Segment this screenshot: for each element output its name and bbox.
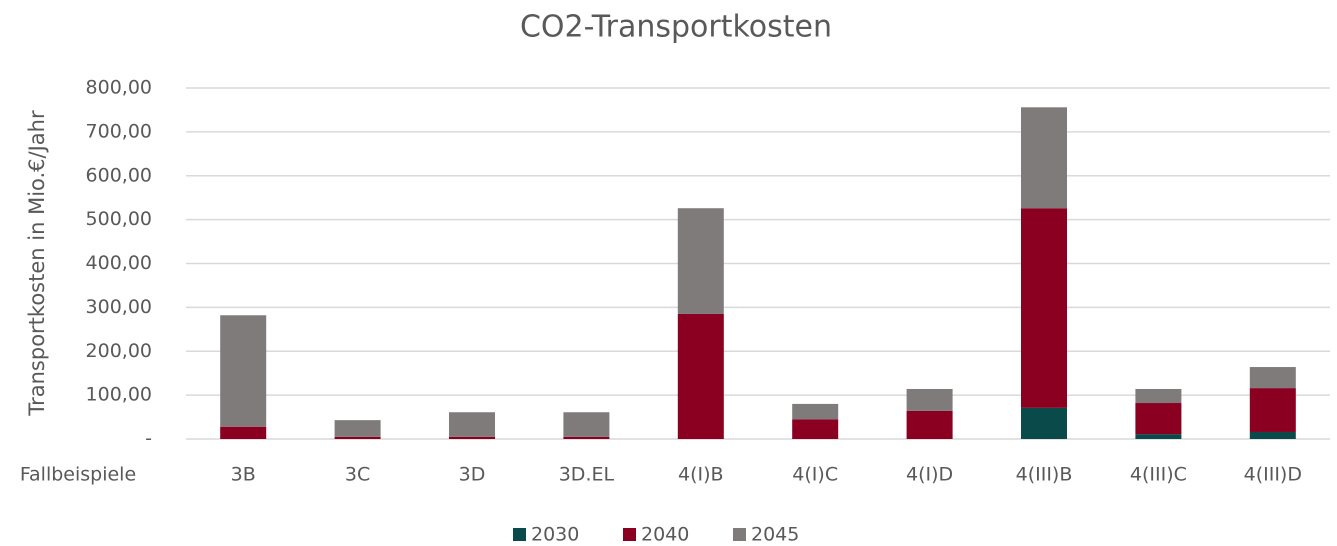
bar-segment [906,388,953,411]
y-axis-label: Transportkosten in Mio.€/Jahr [25,110,49,417]
bar-segment [449,412,495,437]
y-tick-label: 500,00 [86,208,152,230]
bar-segment [1135,434,1182,439]
bar-segment [792,419,839,439]
bar-segment [1135,388,1182,404]
bar-segment [677,208,724,314]
y-tick-label: 800,00 [86,77,152,99]
bar-segment [792,403,839,420]
y-tick-label: 100,00 [86,384,152,406]
y-tick-label: 600,00 [86,164,152,186]
y-tick-label: 700,00 [86,120,152,142]
bar-segment [1249,388,1296,432]
bar-segment [334,436,381,439]
x-tick-label: 3D [459,464,486,486]
x-tick-label: 4(I)B [678,464,724,486]
x-tick-label: 3C [345,464,370,486]
y-tick-label: 200,00 [86,340,152,362]
y-tick-label: 400,00 [86,252,152,274]
x-axis-label: Fallbeispiele [20,464,136,486]
bar-segment [220,315,267,427]
bar-segment [563,436,610,439]
y-tick-label: - [145,428,152,450]
bar-segment [1021,107,1067,209]
x-tick-label: 4(III)D [1244,464,1302,486]
bar-segment [334,420,381,437]
x-tick-label: 4(III)B [1016,464,1073,486]
bar-segment [220,426,267,439]
bar-segment [1249,367,1296,389]
chart-title: CO2-Transportkosten [520,10,832,45]
legend-label: 2040 [641,524,689,546]
bar-segment [1249,431,1296,439]
bar-segment [563,412,610,437]
x-tick-label: 4(I)D [906,464,953,486]
bar-segment [449,436,495,439]
x-tick-label: 4(I)C [792,464,838,486]
x-tick-label: 3D.EL [559,464,615,486]
legend-swatch [733,528,746,541]
legend-label: 2045 [751,524,799,546]
bar-segment [677,313,724,439]
legend-swatch [623,528,636,541]
bar-segment [906,410,953,439]
bar-segment [1135,403,1182,435]
y-tick-label: 300,00 [86,296,152,318]
bar-segment [1021,407,1067,439]
legend-label: 2030 [531,524,579,546]
x-tick-label: 4(III)C [1130,464,1187,486]
legend-swatch [513,528,526,541]
x-tick-label: 3B [231,464,256,486]
bar-segment [1021,208,1067,408]
